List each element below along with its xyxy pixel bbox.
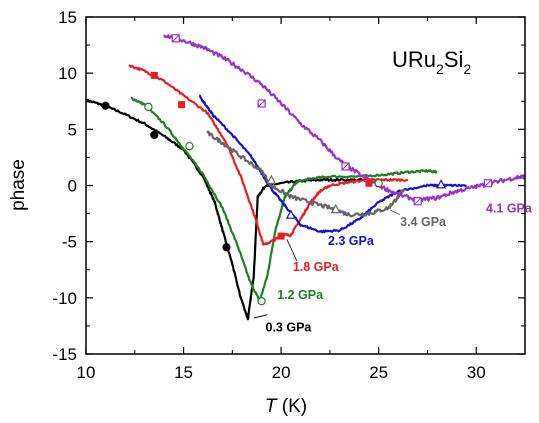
y-tick-label: 0 [68,177,77,196]
x-axis-title: T (K) [265,396,307,417]
data-point-1-2-gpa [374,179,383,188]
data-point-0-3-gpa [101,101,110,110]
data-point-0-3-gpa [150,130,159,140]
data-point-3-4-gpa [266,174,277,184]
x-tick-label: 15 [174,363,193,382]
leader-line-1-8-gpa [286,239,298,261]
x-tick-label: 25 [369,363,388,382]
x-tick-label: 30 [467,363,486,382]
data-point-1-8-gpa [365,179,373,187]
title-part-1: URu [392,47,436,72]
data-point-1-8-gpa [178,101,186,109]
label-layer: 0.3 GPa 1.2 GPa 1.8 GPa 2.3 GPa 3.4 GPa 4.1 G… [253,201,533,335]
series-label-1-2-gpa: 1.2 GPa [277,288,324,302]
data-point-3-4-gpa [330,203,341,214]
data-point-slash-4-1-gpa [257,99,266,108]
data-point-2-3-gpa [285,209,296,219]
data-point-slash-4-1-gpa [171,34,180,43]
series-line-0-3-gpa [86,98,370,321]
leader-line-0-3-gpa [253,314,268,319]
title-part-2: Si [444,47,464,72]
chart-title: URu2Si2 [392,47,471,77]
series-line-2-3-gpa [198,94,467,234]
y-tick-label: -10 [52,289,77,308]
data-point-1-2-gpa [185,141,194,151]
series-label-1-8-gpa: 1.8 GPa [293,260,340,274]
data-point-slash-4-1-gpa [413,197,422,206]
title-subscript-2: 2 [463,61,471,77]
data-point-1-2-gpa [144,102,153,112]
series-label-4-1-gpa: 4.1 GPa [486,201,533,215]
y-tick-label: 10 [58,64,77,83]
data-point-1-8-gpa [277,232,285,240]
data-point-slash-4-1-gpa [484,179,492,188]
y-tick-label: -5 [62,233,77,252]
y-axis-title: phase [8,159,29,211]
data-point-1-8-gpa [150,71,158,79]
x-tick-label: 10 [77,363,96,382]
data-point-1-2-gpa [257,297,266,306]
y-tick-label: 15 [58,8,77,27]
x-axis-title-unit: (K) [277,396,308,417]
series-line-1-2-gpa [130,96,438,303]
series-line-3-4-gpa [206,130,406,218]
y-tick-label: -15 [52,345,77,364]
x-tick-label: 20 [272,363,291,382]
tick-layer: 10 15 20 25 30 15 10 5 0 -5 -10 -15 [52,8,525,382]
data-point-0-3-gpa [222,243,231,252]
leader-line-3-4-gpa [390,209,401,216]
marker-layer [101,34,493,306]
series-label-3-4-gpa: 3.4 GPa [400,215,447,229]
series-label-2-3-gpa: 2.3 GPa [328,234,375,248]
data-point-2-3-gpa [436,179,447,189]
y-tick-label: 5 [68,120,77,139]
title-subscript-1: 2 [436,61,444,77]
series-label-0-3-gpa: 0.3 GPa [266,321,313,335]
x-axis-title-variable: T [265,396,278,417]
data-point-slash-4-1-gpa [341,162,350,171]
